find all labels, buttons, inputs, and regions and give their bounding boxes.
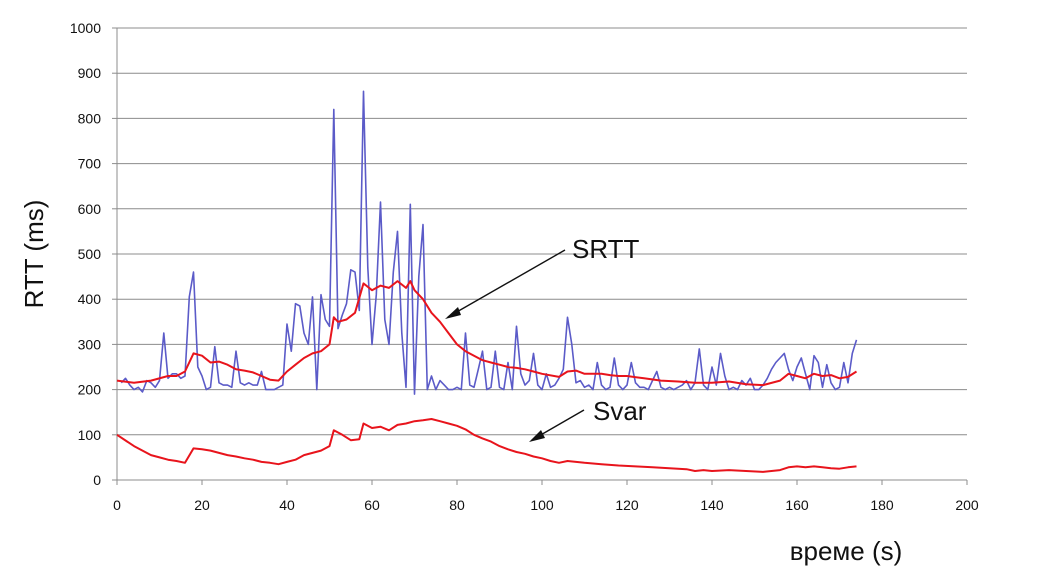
x-tick-label: 140 — [700, 497, 724, 513]
y-tick-label: 700 — [78, 156, 102, 172]
y-tick-label: 0 — [93, 472, 101, 488]
x-tick-label: 180 — [870, 497, 894, 513]
x-tick-label: 200 — [955, 497, 979, 513]
y-tick-label: 100 — [78, 427, 102, 443]
annotations: SRTT Svar — [445, 234, 647, 442]
y-tick-label: 800 — [78, 110, 102, 126]
x-tick-label: 80 — [449, 497, 465, 513]
x-tick-label: 20 — [194, 497, 210, 513]
x-tick-label: 160 — [785, 497, 809, 513]
srtt-series-line — [116, 280, 858, 387]
y-tick-label: 900 — [78, 65, 102, 81]
series — [116, 90, 858, 473]
y-tick-label: 600 — [78, 201, 102, 217]
srtt-arrow-line — [447, 249, 566, 318]
x-tick-label: 120 — [615, 497, 639, 513]
y-axis-title: RTT (ms) — [19, 200, 49, 309]
srtt-annotation-label: SRTT — [572, 234, 640, 264]
y-tick-label: 400 — [78, 291, 102, 307]
x-tick-label: 40 — [279, 497, 295, 513]
y-tick-label: 1000 — [70, 20, 101, 36]
svar-series-line — [116, 418, 857, 473]
svar-arrow-head — [529, 430, 545, 442]
y-tick-label: 200 — [78, 382, 102, 398]
srtt-arrow-head — [445, 307, 461, 319]
rtt-series-line — [120, 90, 858, 395]
x-tick-label: 0 — [113, 497, 121, 513]
x-axis-title: време (s) — [790, 536, 903, 566]
gridlines — [117, 27, 967, 436]
svar-annotation-label: Svar — [593, 396, 647, 426]
x-tick-label: 100 — [530, 497, 554, 513]
x-tick-label: 60 — [364, 497, 380, 513]
axes: 0 100 200 300 400 500 600 700 800 900 1000 0 20 40 60 8… — [70, 20, 979, 513]
y-tick-label: 300 — [78, 336, 102, 352]
y-tick-label: 500 — [78, 246, 102, 262]
